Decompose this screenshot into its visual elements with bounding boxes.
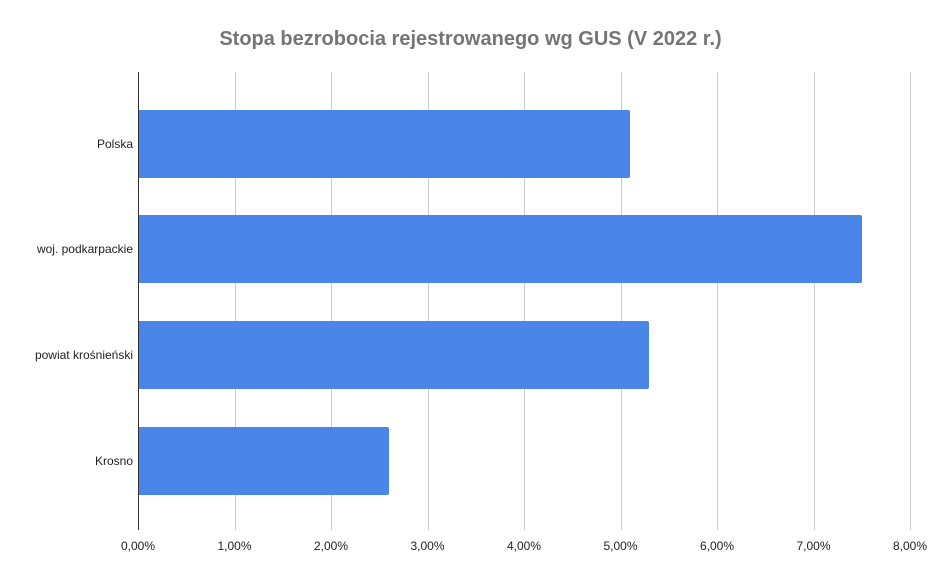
gridline (620, 72, 622, 530)
plot-area (138, 72, 911, 530)
gridline (331, 72, 332, 530)
bar-powiat-krosnienski (139, 321, 650, 389)
gridline (427, 72, 429, 530)
category-label: powiat krośnieński (34, 348, 133, 362)
gridline (910, 72, 911, 530)
x-tick-label: 0,00% (120, 539, 156, 553)
chart-title: Stopa bezrobocia rejestrowanego wg GUS (… (219, 28, 722, 50)
category-label: woj. podkarpackie (36, 242, 133, 256)
x-tick-label: 6,00% (699, 539, 735, 553)
category-label: Polska (96, 137, 133, 151)
x-tick-label: 4,00% (506, 539, 542, 553)
x-tick-label: 2,00% (313, 539, 349, 553)
bar-woj-podkarpackie (139, 215, 862, 283)
x-tick-label: 7,00% (796, 539, 831, 553)
x-tick-label: 5,00% (603, 539, 638, 553)
gridline (717, 72, 718, 530)
bar-polska (139, 110, 631, 178)
y-axis-line (138, 72, 139, 530)
gridline (813, 72, 815, 530)
bar-krosno (139, 427, 389, 495)
x-tick-label: 8,00% (892, 539, 928, 553)
x-tick-label: 1,00% (217, 539, 252, 553)
gridline (524, 72, 525, 530)
category-label: Krosno (94, 454, 133, 468)
x-tick-label: 3,00% (410, 539, 445, 553)
gridline (234, 72, 236, 530)
